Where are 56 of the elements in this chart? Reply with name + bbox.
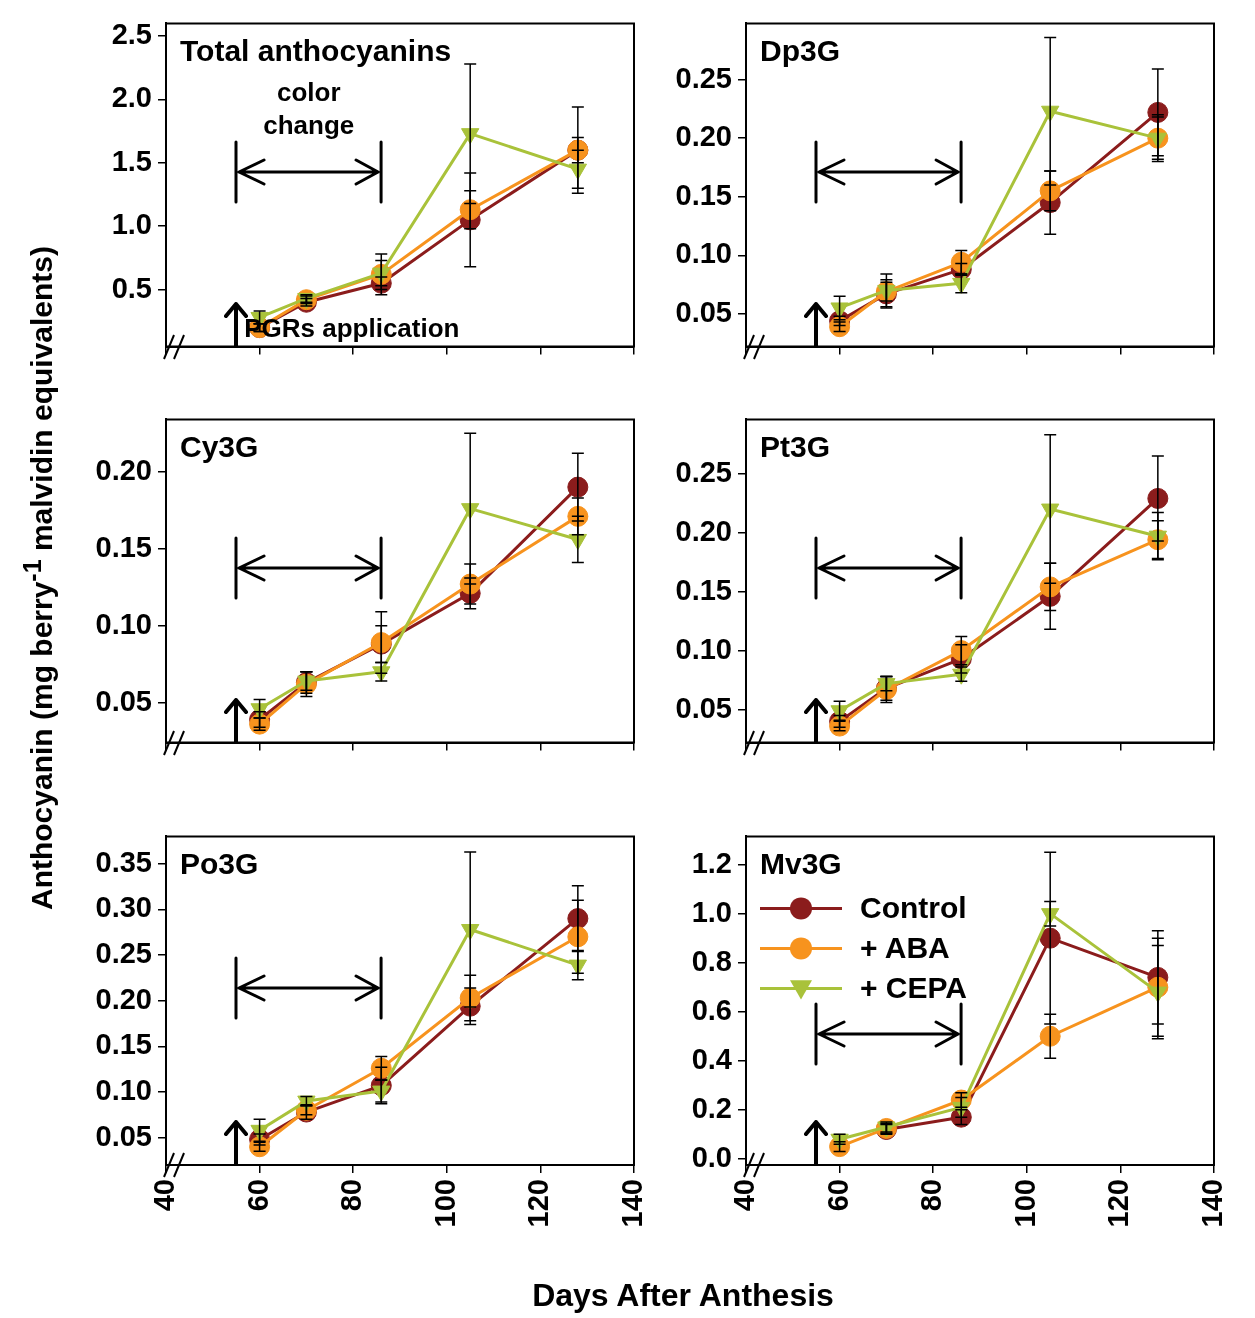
y-tick-label: 0.8: [691, 944, 732, 977]
legend-label: Control: [860, 890, 967, 924]
y-tick-label: 0.20: [95, 982, 152, 1015]
x-tick-label: 60: [241, 1179, 274, 1212]
x-tick-label: 80: [335, 1179, 368, 1212]
y-tick-label: 0.15: [95, 1028, 152, 1061]
y-tick-label: 1.5: [111, 144, 152, 177]
y-tick-label: 0.20: [675, 514, 732, 547]
x-tick-label: 80: [915, 1179, 948, 1212]
x-tick-label: 60: [821, 1179, 854, 1212]
y-tick-label: 0.05: [95, 684, 152, 717]
y-tick-label: 0.15: [675, 178, 732, 211]
x-axis-title: Days After Anthesis: [532, 1276, 834, 1314]
y-tick-label: 1.0: [691, 895, 732, 928]
chart-title: Total anthocyanins: [180, 34, 452, 68]
x-tick-label: 140: [1196, 1179, 1228, 1228]
y-tick-label: 0.6: [691, 993, 732, 1026]
y-tick-label: 0.25: [675, 61, 732, 94]
y-tick-label: 0.25: [95, 937, 152, 970]
y-tick-label: 2.5: [111, 18, 152, 51]
legend-label: + ABA: [860, 930, 950, 964]
y-tick-label: 0.10: [95, 607, 152, 640]
y-tick-label: 0.0: [691, 1140, 732, 1173]
x-tick-label: 120: [1102, 1179, 1135, 1228]
y-tick-label: 0.5: [111, 271, 152, 304]
y-tick-label: 0.15: [95, 530, 152, 563]
chart-title: Po3G: [180, 847, 259, 881]
x-tick-label: 100: [428, 1179, 461, 1228]
chart-title: Pt3G: [760, 430, 831, 464]
y-tick-label: 0.15: [675, 573, 732, 606]
y-tick-label: 0.20: [95, 453, 152, 486]
y-tick-label: 0.05: [675, 295, 732, 328]
y-tick-label: 0.10: [675, 632, 732, 665]
y-tick-label: 1.0: [111, 208, 152, 241]
chart-title: Mv3G: [760, 847, 842, 881]
y-tick-label: 0.20: [675, 120, 732, 153]
y-tick-label: 0.10: [675, 237, 732, 270]
y-tick-label: 2.0: [111, 81, 152, 114]
y-tick-label: 0.10: [95, 1073, 152, 1106]
y-tick-label: 0.05: [675, 691, 732, 724]
y-tick-label: 0.25: [675, 455, 732, 488]
y-tick-label: 0.4: [691, 1042, 732, 1075]
y-tick-label: 1.2: [691, 846, 732, 879]
legend-label: + CEPA: [860, 970, 967, 1004]
x-tick-label: 40: [728, 1179, 760, 1212]
x-tick-label: 120: [522, 1179, 555, 1228]
y-tick-label: 0.35: [95, 845, 152, 878]
x-tick-label: 40: [148, 1179, 180, 1212]
y-tick-label: 0.05: [95, 1119, 152, 1152]
annotation: color change: [263, 77, 355, 141]
chart-title: Cy3G: [180, 430, 259, 464]
y-tick-label: 0.2: [691, 1091, 732, 1124]
chart-title: Dp3G: [760, 34, 841, 68]
x-tick-label: 140: [616, 1179, 648, 1228]
y-tick-label: 0.30: [95, 891, 152, 924]
x-tick-label: 100: [1008, 1179, 1041, 1228]
